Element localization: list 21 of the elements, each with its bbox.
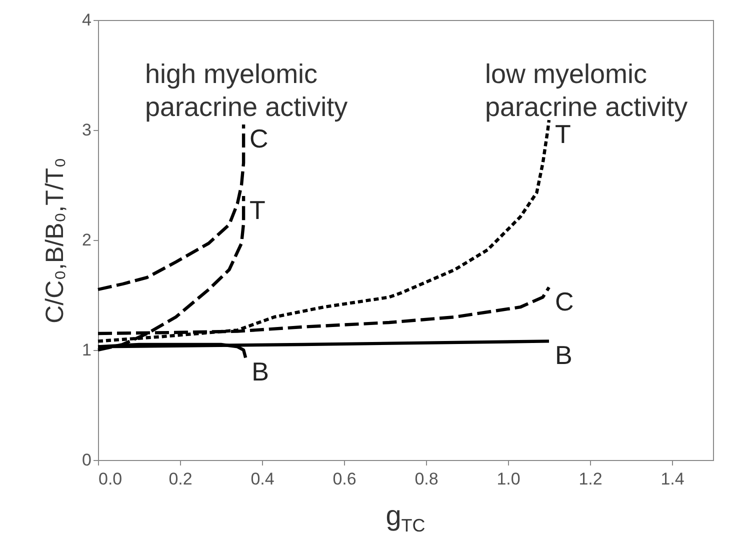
series-label: B <box>555 340 572 370</box>
x-tick-label: 0.6 <box>332 470 356 488</box>
y-tick-label: 4 <box>82 10 92 30</box>
x-tick-label: 1.0 <box>496 470 520 488</box>
x-tick-label: 0.8 <box>414 470 438 488</box>
x-axis-title: g$_{TC}$ <box>384 500 426 537</box>
series-label: C <box>555 286 574 316</box>
annotation: high myelomic paracrine activity <box>145 58 349 124</box>
series-label: T <box>250 195 266 225</box>
x-tick-label: 0.0 <box>98 470 122 488</box>
series-label: B <box>252 356 269 387</box>
y-tick-label: 1 <box>82 340 92 360</box>
y-tick-label: 0 <box>82 450 92 470</box>
y-tick-label: 3 <box>82 120 92 140</box>
y-axis-title: C/C₀,B/B₀,T/T₀ <box>41 158 70 324</box>
series-label: C <box>250 124 268 154</box>
y-tick-label: 2 <box>82 230 92 250</box>
x-tick-label: 0.4 <box>250 470 274 488</box>
x-tick-label: 1.4 <box>660 470 684 488</box>
x-tick-label: 0.2 <box>168 470 192 488</box>
x-tick-label: 1.2 <box>578 470 602 488</box>
